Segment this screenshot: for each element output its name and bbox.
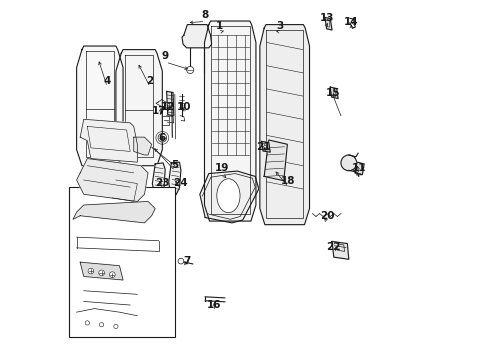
Text: 9: 9 xyxy=(162,51,168,61)
Polygon shape xyxy=(168,162,181,195)
Text: 17: 17 xyxy=(152,106,166,116)
Text: 5: 5 xyxy=(171,159,178,170)
Polygon shape xyxy=(166,91,173,116)
Polygon shape xyxy=(261,141,270,152)
Polygon shape xyxy=(116,50,162,166)
Polygon shape xyxy=(152,163,165,194)
Text: 12: 12 xyxy=(160,103,175,112)
Circle shape xyxy=(109,272,115,278)
Polygon shape xyxy=(200,171,258,223)
Circle shape xyxy=(85,321,89,325)
Circle shape xyxy=(88,268,94,274)
Polygon shape xyxy=(80,262,123,280)
Text: 2: 2 xyxy=(146,76,153,86)
Circle shape xyxy=(186,66,193,73)
Polygon shape xyxy=(134,137,151,155)
Circle shape xyxy=(262,144,264,147)
Polygon shape xyxy=(354,162,364,175)
Polygon shape xyxy=(182,24,211,48)
Text: 4: 4 xyxy=(103,76,110,86)
Circle shape xyxy=(340,155,356,171)
Text: 20: 20 xyxy=(320,211,334,221)
Text: 1: 1 xyxy=(215,21,223,31)
Polygon shape xyxy=(77,158,148,202)
Text: 8: 8 xyxy=(201,10,208,20)
Text: 22: 22 xyxy=(326,242,340,252)
Circle shape xyxy=(265,147,268,150)
Text: 10: 10 xyxy=(177,103,191,112)
Bar xyxy=(69,187,175,337)
Circle shape xyxy=(99,270,104,276)
Text: 19: 19 xyxy=(215,163,229,173)
Polygon shape xyxy=(80,119,137,162)
Circle shape xyxy=(114,324,118,329)
Text: 13: 13 xyxy=(319,13,333,23)
Polygon shape xyxy=(204,21,255,221)
Polygon shape xyxy=(77,46,123,166)
Polygon shape xyxy=(331,242,348,259)
Text: 24: 24 xyxy=(173,177,187,188)
Text: 11: 11 xyxy=(351,163,366,173)
Text: 14: 14 xyxy=(343,17,358,27)
Polygon shape xyxy=(73,202,155,223)
Polygon shape xyxy=(264,140,287,181)
Circle shape xyxy=(99,323,103,327)
Text: 3: 3 xyxy=(276,21,283,31)
Text: 18: 18 xyxy=(280,176,295,186)
Ellipse shape xyxy=(216,179,240,213)
Circle shape xyxy=(178,258,183,264)
Text: 6: 6 xyxy=(158,133,165,143)
Text: 21: 21 xyxy=(256,142,270,152)
Circle shape xyxy=(263,145,266,148)
Text: 15: 15 xyxy=(325,88,340,98)
Text: 7: 7 xyxy=(183,256,190,266)
Polygon shape xyxy=(259,24,309,225)
Text: 16: 16 xyxy=(206,300,221,310)
Text: 23: 23 xyxy=(155,177,169,188)
Circle shape xyxy=(158,134,166,142)
Polygon shape xyxy=(324,18,331,30)
Polygon shape xyxy=(329,87,337,99)
